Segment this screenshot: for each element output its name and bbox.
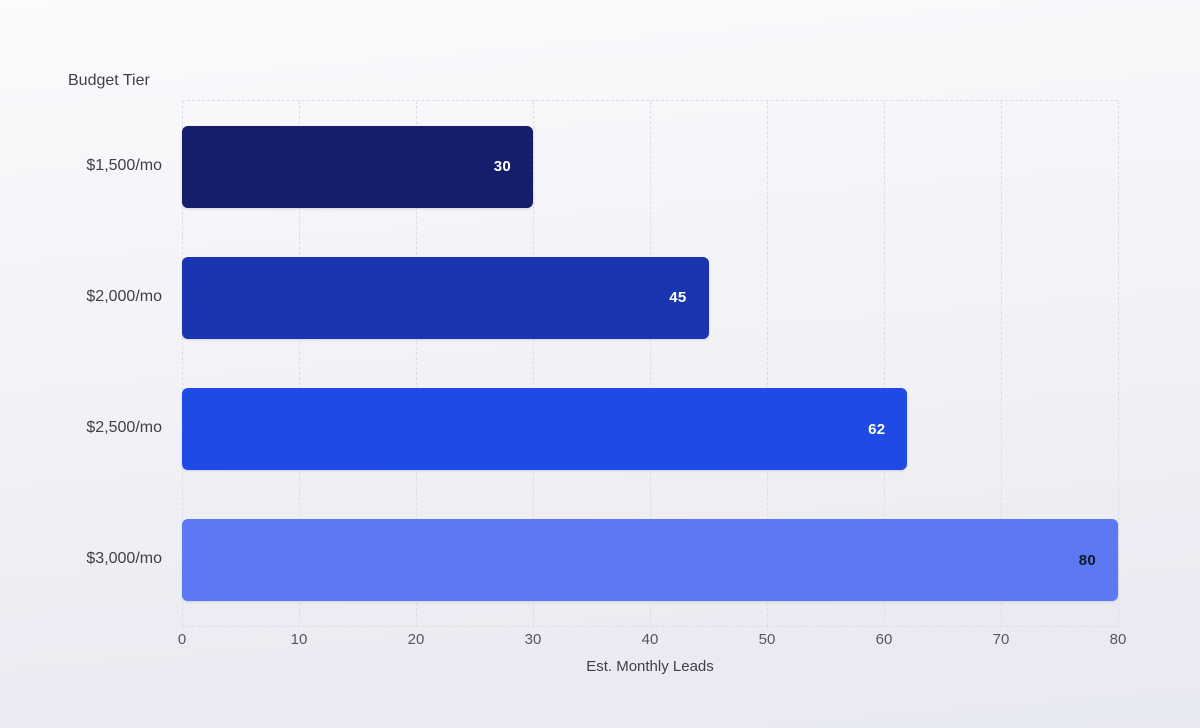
category-label: $2,500/mo — [86, 419, 162, 437]
x-tick-label: 60 — [875, 631, 893, 648]
gridline — [416, 101, 417, 626]
x-tick-label: 50 — [758, 631, 776, 648]
y-axis-labels: $1,500/mo $2,000/mo $2,500/mo $3,000/mo — [0, 100, 162, 625]
plot-area: 30 45 62 80 — [182, 100, 1119, 627]
gridline — [1118, 101, 1119, 626]
bar-value-label: 45 — [669, 289, 687, 307]
bar-value-label: 30 — [493, 158, 511, 176]
gridline — [884, 101, 885, 626]
x-tick-label: 40 — [641, 631, 659, 648]
category-label: $3,000/mo — [86, 550, 162, 568]
bar: 45 — [182, 256, 709, 339]
x-tick-label: 30 — [524, 631, 542, 648]
x-axis-title: Est. Monthly Leads — [586, 658, 714, 675]
gridline — [299, 101, 300, 626]
x-tick-label: 80 — [1109, 631, 1127, 648]
bar: 30 — [182, 125, 533, 208]
gridline — [182, 101, 183, 626]
bar-value-label: 62 — [868, 420, 886, 438]
x-tick-label: 10 — [290, 631, 308, 648]
gridline — [650, 101, 651, 626]
category-label: $2,000/mo — [86, 287, 162, 305]
bar: 80 — [182, 519, 1118, 602]
gridline — [533, 101, 534, 626]
x-axis-tick-labels: 0 10 20 30 40 50 60 70 80 — [178, 631, 1127, 651]
y-axis-title: Budget Tier — [68, 72, 150, 89]
gridline — [1001, 101, 1002, 626]
x-tick-label: 70 — [992, 631, 1010, 648]
bar-value-label: 80 — [1078, 551, 1096, 569]
x-tick-label: 0 — [177, 631, 187, 648]
x-tick-label: 20 — [407, 631, 425, 648]
category-label: $1,500/mo — [86, 156, 162, 174]
bar: 62 — [182, 388, 908, 471]
gridline — [767, 101, 768, 626]
